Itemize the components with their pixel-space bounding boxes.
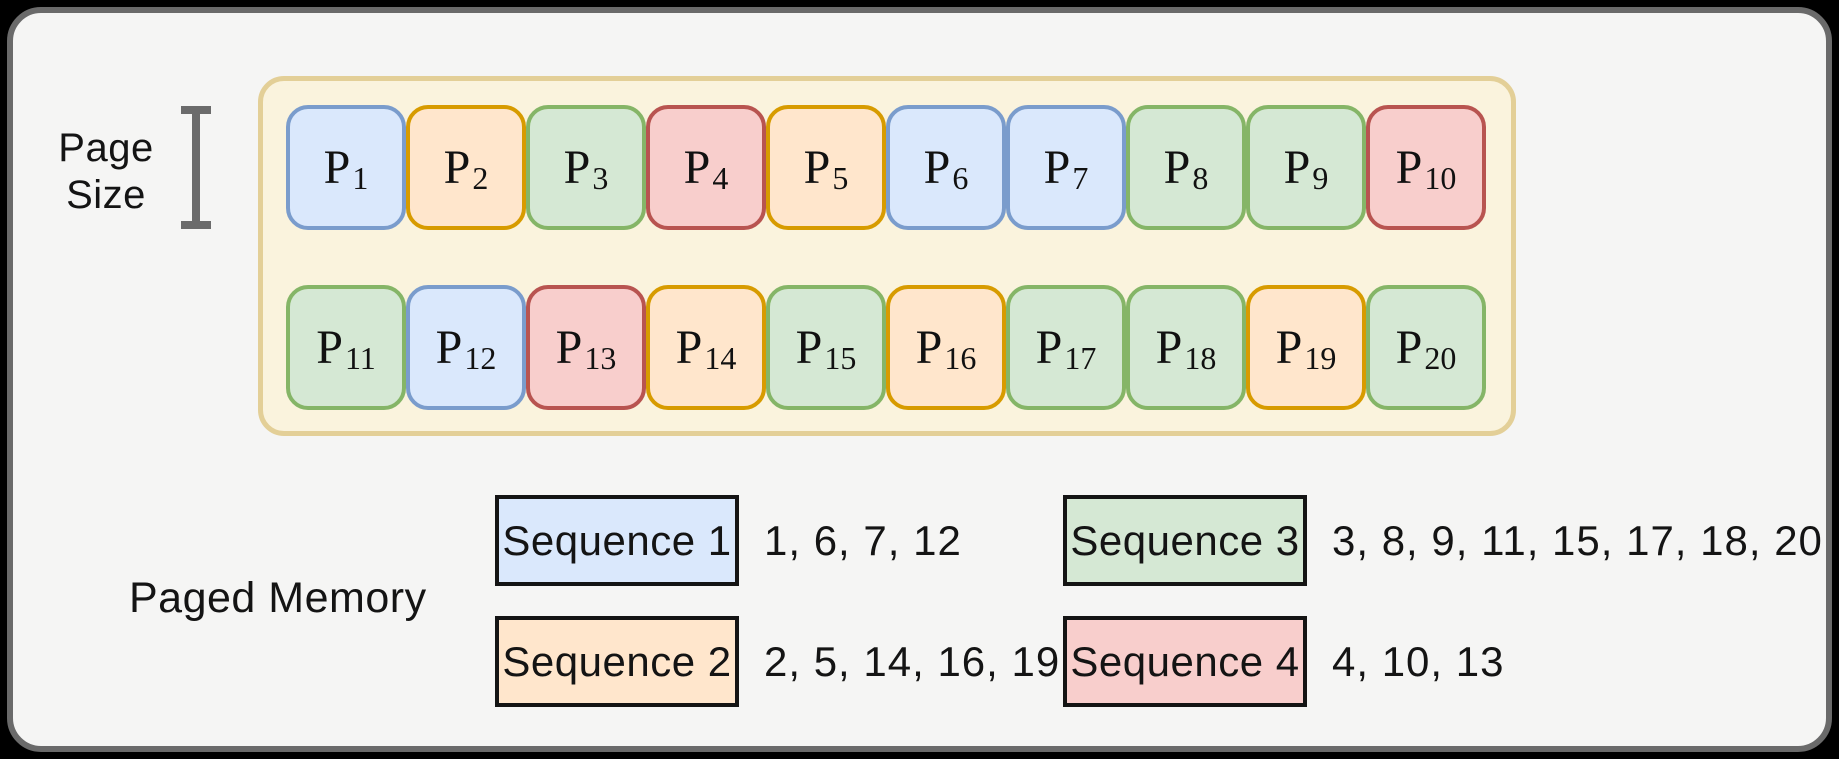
page-number-subscript: 2 bbox=[472, 160, 489, 196]
page-label: P bbox=[1155, 321, 1183, 374]
page-label: P bbox=[803, 141, 831, 194]
paged-memory-container: P 1 P 2 P 3 P 4 P 5 P 6 P 7 P 8 P 9 P 10 P 11 P 12 P 13 P 14 P 15 P 16… bbox=[258, 76, 1516, 436]
page-number-subscript: 3 bbox=[592, 160, 609, 196]
page-label: P bbox=[1043, 141, 1071, 194]
sequence-1-page-numbers: 1, 6, 7, 12 bbox=[764, 516, 962, 564]
page-number-subscript: 16 bbox=[944, 340, 977, 376]
page-number-subscript: 4 bbox=[712, 160, 729, 196]
page-box-P11: P 11 bbox=[286, 285, 406, 410]
sequence-4-swatch: Sequence 4 bbox=[1063, 616, 1307, 707]
page-number-subscript: 17 bbox=[1064, 340, 1097, 376]
page-box-P13: P 13 bbox=[526, 285, 646, 410]
page-label: P bbox=[1275, 321, 1303, 374]
diagram-panel: Page Size P 1 P 2 P 3 P 4 P 5 P 6 P 7 P 8 P 9 P 10 P 11 P 12 P 1… bbox=[7, 7, 1832, 752]
page-number-subscript: 14 bbox=[704, 340, 737, 376]
page-number-subscript: 8 bbox=[1192, 160, 1209, 196]
page-box-P10: P 10 bbox=[1366, 105, 1486, 230]
page-label: P bbox=[1163, 141, 1191, 194]
page-label: P bbox=[323, 141, 351, 194]
page-box-P20: P 20 bbox=[1366, 285, 1486, 410]
page-number-subscript: 6 bbox=[952, 160, 969, 196]
sequence-2-swatch: Sequence 2 bbox=[495, 616, 739, 707]
page-box-P12: P 12 bbox=[406, 285, 526, 410]
page-size-label-line2: Size bbox=[66, 173, 146, 217]
legend-row-sequence-4: Sequence 4 4, 10, 13 bbox=[1063, 616, 1823, 707]
page-label: P bbox=[1035, 321, 1063, 374]
page-label: P bbox=[1395, 141, 1423, 194]
page-number-subscript: 18 bbox=[1184, 340, 1217, 376]
legend-column-2: Sequence 3 3, 8, 9, 11, 15, 17, 18, 20 Seq… bbox=[1063, 495, 1823, 707]
page-number-subscript: 11 bbox=[344, 340, 376, 376]
page-number-subscript: 1 bbox=[352, 160, 369, 196]
page-box-P17: P 17 bbox=[1006, 285, 1126, 410]
page-number-subscript: 10 bbox=[1424, 160, 1457, 196]
page-box-P18: P 18 bbox=[1126, 285, 1246, 410]
page-label: P bbox=[316, 321, 343, 374]
page-label: P bbox=[1395, 321, 1423, 374]
page-label: P bbox=[1283, 141, 1311, 194]
page-number-subscript: 5 bbox=[832, 160, 849, 196]
page-box-P16: P 16 bbox=[886, 285, 1006, 410]
page-label: P bbox=[443, 141, 471, 194]
page-box-P19: P 19 bbox=[1246, 285, 1366, 410]
sequence-1-swatch: Sequence 1 bbox=[495, 495, 739, 586]
legend-row-sequence-2: Sequence 2 2, 5, 14, 16, 19 bbox=[495, 616, 1060, 707]
page-label: P bbox=[923, 141, 951, 194]
page-row-1: P 1 P 2 P 3 P 4 P 5 P 6 P 7 P 8 P 9 P 10 bbox=[286, 105, 1511, 230]
page-box-P14: P 14 bbox=[646, 285, 766, 410]
page-label: P bbox=[563, 141, 591, 194]
page-number-subscript: 19 bbox=[1304, 340, 1337, 376]
page-label: P bbox=[675, 321, 703, 374]
page-row-2: P 11 P 12 P 13 P 14 P 15 P 16 P 17 P 18 P 19 P 20 bbox=[286, 285, 1511, 410]
paged-memory-label: Paged Memory bbox=[129, 574, 427, 622]
bracket-stem bbox=[192, 106, 200, 229]
bracket-bottom-cap bbox=[181, 221, 211, 229]
page-number-subscript: 15 bbox=[824, 340, 857, 376]
page-number-subscript: 12 bbox=[464, 340, 497, 376]
page-label: P bbox=[915, 321, 943, 374]
page-size-label-line1: Page bbox=[58, 126, 154, 170]
sequence-3-page-numbers: 3, 8, 9, 11, 15, 17, 18, 20 bbox=[1332, 516, 1823, 564]
page-label: P bbox=[683, 141, 711, 194]
sequence-3-swatch: Sequence 3 bbox=[1063, 495, 1307, 586]
page-label: P bbox=[435, 321, 463, 374]
page-number-subscript: 20 bbox=[1424, 340, 1457, 376]
legend-row-sequence-3: Sequence 3 3, 8, 9, 11, 15, 17, 18, 20 bbox=[1063, 495, 1823, 586]
page-size-bracket bbox=[181, 106, 211, 229]
page-size-label: Page Size bbox=[43, 125, 169, 219]
legend-row-sequence-1: Sequence 1 1, 6, 7, 12 bbox=[495, 495, 1060, 586]
page-box-P15: P 15 bbox=[766, 285, 886, 410]
page-label: P bbox=[795, 321, 823, 374]
legend-column-1: Sequence 1 1, 6, 7, 12 Sequence 2 2, 5, 14,… bbox=[495, 495, 1060, 707]
page-number-subscript: 13 bbox=[584, 340, 617, 376]
page-number-subscript: 7 bbox=[1072, 160, 1089, 196]
page-label: P bbox=[555, 321, 583, 374]
page-number-subscript: 9 bbox=[1312, 160, 1329, 196]
sequence-4-page-numbers: 4, 10, 13 bbox=[1332, 637, 1505, 685]
sequence-2-page-numbers: 2, 5, 14, 16, 19 bbox=[764, 637, 1061, 685]
